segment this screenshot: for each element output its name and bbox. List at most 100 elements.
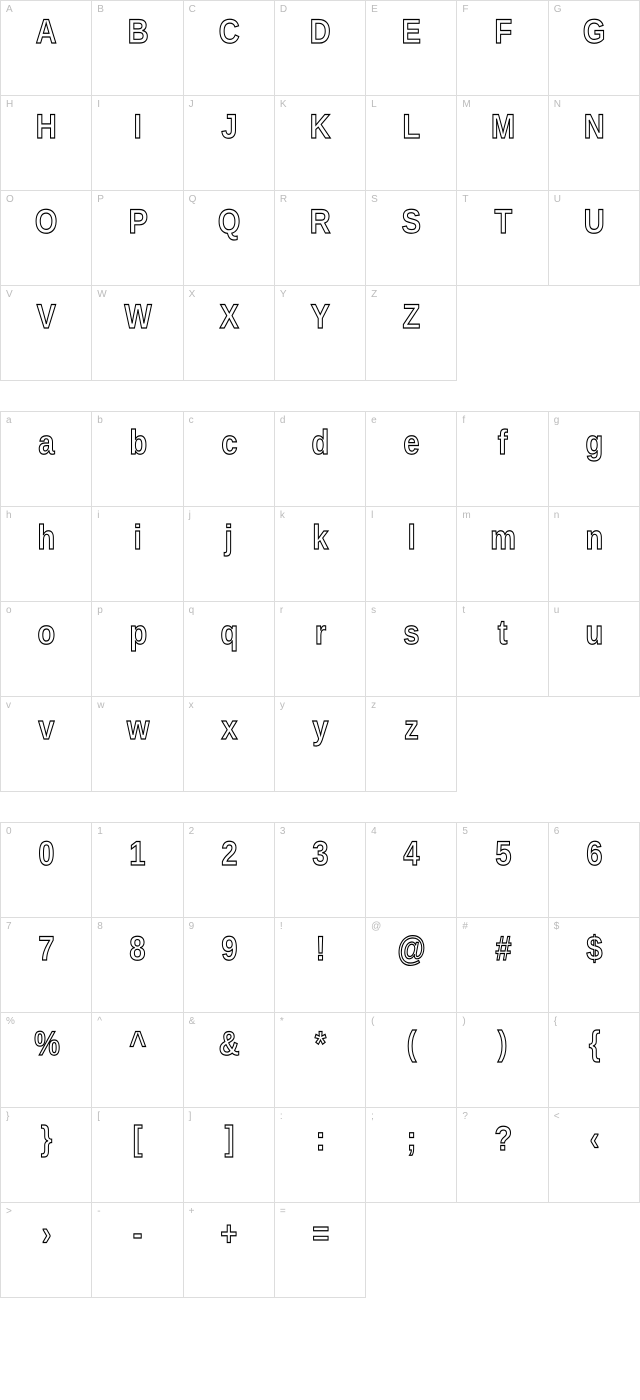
- cell-label: Q: [189, 194, 197, 205]
- cell-glyph: Y: [311, 298, 329, 337]
- cell-label: k: [280, 510, 285, 521]
- cell-label: I: [97, 99, 100, 110]
- cell-glyph: 4: [404, 835, 419, 874]
- glyph-cell: dd: [275, 412, 366, 507]
- glyph-cell: GG: [549, 1, 640, 96]
- cell-label: p: [97, 605, 103, 616]
- glyph-cell: QQ: [184, 191, 275, 286]
- cell-label: R: [280, 194, 287, 205]
- cell-label: i: [97, 510, 99, 521]
- cell-label: x: [189, 700, 194, 711]
- cell-glyph: :: [316, 1120, 325, 1159]
- glyph-cell: 33: [275, 823, 366, 918]
- cell-label: P: [97, 194, 104, 205]
- glyph-cell: oo: [1, 602, 92, 697]
- cell-label: h: [6, 510, 12, 521]
- cell-label: H: [6, 99, 13, 110]
- cell-glyph: f: [498, 424, 507, 463]
- cell-label: q: [189, 605, 195, 616]
- cell-label: 5: [462, 826, 468, 837]
- cell-glyph: z: [404, 709, 418, 748]
- glyph-cell: tt: [457, 602, 548, 697]
- cell-glyph: !: [316, 930, 325, 969]
- cell-glyph: M: [491, 108, 514, 147]
- cell-glyph: L: [403, 108, 420, 147]
- glyph-cell: RR: [275, 191, 366, 286]
- glyph-cell: [549, 1203, 640, 1298]
- cell-glyph: b: [129, 424, 146, 463]
- glyph-cell: AA: [1, 1, 92, 96]
- cell-glyph: P: [128, 203, 146, 242]
- glyph-cell: UU: [549, 191, 640, 286]
- glyph-cell: LL: [366, 96, 457, 191]
- cell-label: l: [371, 510, 373, 521]
- glyph-cell: [457, 697, 548, 792]
- glyph-cell: 66: [549, 823, 640, 918]
- cell-glyph: 5: [495, 835, 510, 874]
- cell-label: >: [6, 1206, 12, 1217]
- cell-label: n: [554, 510, 560, 521]
- glyph-cell: JJ: [184, 96, 275, 191]
- glyph-cell: aa: [1, 412, 92, 507]
- cell-label: (: [371, 1016, 374, 1027]
- cell-glyph: &: [219, 1025, 239, 1064]
- glyph-cell: XX: [184, 286, 275, 381]
- glyph-cell: %%: [1, 1013, 92, 1108]
- glyph-cell: )): [457, 1013, 548, 1108]
- cell-glyph: B: [127, 13, 147, 52]
- cell-label: 4: [371, 826, 377, 837]
- glyph-cell: FF: [457, 1, 548, 96]
- cell-label: :: [280, 1111, 283, 1122]
- cell-glyph: q: [220, 614, 237, 653]
- cell-label: G: [554, 4, 562, 15]
- cell-label: r: [280, 605, 283, 616]
- cell-glyph: Z: [403, 298, 420, 337]
- glyph-cell: ??: [457, 1108, 548, 1203]
- glyph-cell: [549, 697, 640, 792]
- cell-glyph: m: [490, 519, 515, 558]
- cell-label: g: [554, 415, 560, 426]
- cell-glyph: ]: [224, 1120, 233, 1159]
- cell-glyph: u: [585, 614, 602, 653]
- cell-glyph: H: [36, 108, 56, 147]
- cell-glyph: j: [225, 519, 232, 558]
- cell-glyph: t: [498, 614, 507, 653]
- cell-label: t: [462, 605, 465, 616]
- glyph-cell: @@: [366, 918, 457, 1013]
- cell-label: S: [371, 194, 378, 205]
- cell-label: o: [6, 605, 12, 616]
- cell-label: V: [6, 289, 13, 300]
- glyph-cell: $$: [549, 918, 640, 1013]
- cell-glyph: d: [312, 424, 329, 463]
- glyph-cell: bb: [92, 412, 183, 507]
- glyph-cell: vv: [1, 697, 92, 792]
- glyph-cell: 55: [457, 823, 548, 918]
- cell-glyph: I: [134, 108, 141, 147]
- cell-label: C: [189, 4, 196, 15]
- cell-glyph: c: [221, 424, 236, 463]
- cell-label: y: [280, 700, 285, 711]
- glyph-cell: uu: [549, 602, 640, 697]
- glyph-cell: HH: [1, 96, 92, 191]
- cell-glyph: ›: [42, 1215, 51, 1254]
- glyph-cell: ##: [457, 918, 548, 1013]
- glyph-cell: ]]: [184, 1108, 275, 1203]
- glyph-cell: 00: [1, 823, 92, 918]
- cell-label: 6: [554, 826, 560, 837]
- cell-glyph: s: [404, 614, 419, 653]
- cell-label: m: [462, 510, 470, 521]
- cell-glyph: V: [37, 298, 55, 337]
- cell-glyph: ‹: [589, 1120, 598, 1159]
- cell-glyph: S: [402, 203, 420, 242]
- glyph-cell: &&: [184, 1013, 275, 1108]
- glyph-cell: ((: [366, 1013, 457, 1108]
- cell-glyph: =: [312, 1215, 328, 1254]
- cell-glyph: g: [585, 424, 602, 463]
- glyph-cell: hh: [1, 507, 92, 602]
- cell-glyph: 6: [586, 835, 601, 874]
- section-uppercase: AABBCCDDEEFFGGHHIIJJKKLLMMNNOOPPQQRRSSTT…: [0, 0, 640, 381]
- cell-glyph: v: [39, 709, 54, 748]
- cell-glyph: #: [495, 930, 510, 969]
- cell-glyph: l: [408, 519, 415, 558]
- cell-label: [: [97, 1111, 100, 1122]
